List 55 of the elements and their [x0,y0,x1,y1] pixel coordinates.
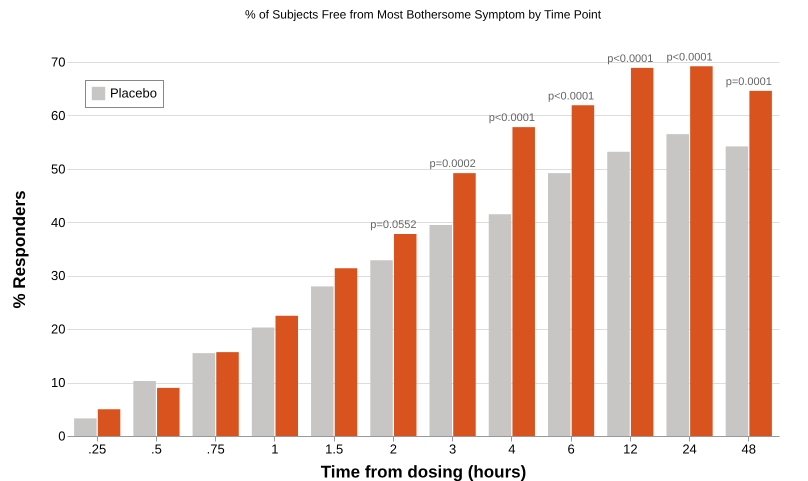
bar [572,105,594,436]
bar [133,380,156,436]
x-tick-label: .5 [151,442,162,456]
y-tick-label: 70 [51,54,66,70]
x-tick-label: 4 [508,442,516,456]
y-tick-label: 0 [58,428,66,444]
bar [98,409,120,436]
x-tick-label: 12 [623,442,638,456]
y-tick-label: 20 [51,322,66,337]
bar [252,328,274,436]
bar [192,353,216,436]
x-tick-label: .25 [88,442,106,456]
annotation: p<0.0001 [607,52,654,65]
bar [216,352,239,436]
annotation: p<0.0001 [488,112,535,124]
bar [334,268,358,436]
legend-label: Placebo [110,86,157,100]
annotation: p=0.0001 [726,76,772,88]
bar [630,68,654,436]
x-tick-label: 6 [567,442,575,456]
bar [488,214,512,436]
x-tick-label: 1.5 [325,442,344,456]
chart-title: % of Subjects Free from Most Bothersome Symptom by Time Point [244,7,602,22]
y-tick-label: 40 [51,214,66,230]
bar [157,388,180,436]
x-tick-label: .75 [206,442,225,456]
bar [311,286,334,436]
bar [74,418,97,436]
bar [666,134,689,436]
annotation: p<0.0001 [548,90,594,102]
annotation: p=0.0552 [370,219,416,232]
x-tick-label: 24 [682,442,697,456]
y-tick-label: 50 [51,161,66,176]
bar [370,260,393,436]
bar [430,224,452,436]
y-tick-label: 60 [51,108,66,123]
bar [726,146,748,436]
annotation: p<0.0001 [666,51,713,64]
x-axis-title: Time from dosing (hours) [320,462,526,481]
x-tick-label: 48 [742,442,756,456]
y-axis-title: % Responders [10,190,30,309]
x-tick-label: 3 [449,442,456,456]
bar [453,173,476,436]
bar [690,66,713,436]
bar [394,234,416,436]
annotation: p=0.0002 [430,158,476,170]
x-tick-label: 1 [271,442,279,456]
y-tick-label: 10 [51,375,66,390]
x-tick-label: 2 [390,442,397,456]
bar [548,173,570,436]
bar [749,90,772,436]
y-tick-label: 30 [51,268,66,284]
bar [512,127,535,436]
bar [276,316,298,436]
bar [607,152,630,436]
